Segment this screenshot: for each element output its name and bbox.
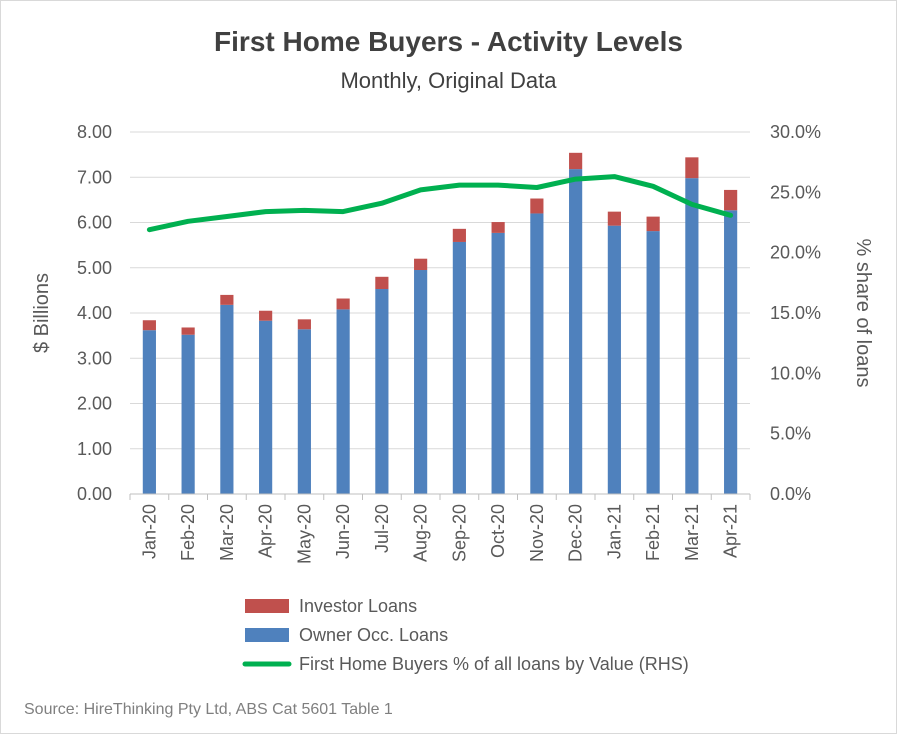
- fhb-share-line: [146, 174, 734, 233]
- x-tick-label: Jan-20: [139, 504, 159, 559]
- x-tick-label: Apr-20: [256, 504, 276, 558]
- y2-tick-label: 30.0%: [770, 122, 821, 142]
- bar-owner-occ-loans: [646, 231, 660, 494]
- bar-owner-occ-loans: [336, 309, 350, 494]
- legend: Investor Loans Owner Occ. Loans First Home…: [242, 596, 689, 674]
- bar-owner-occ-loans: [220, 304, 234, 494]
- bar-owner-occ-loans: [685, 178, 699, 494]
- x-tick-label: Oct-20: [488, 504, 508, 558]
- y-tick-label: 8.00: [77, 122, 112, 142]
- y2-tick-label: 10.0%: [770, 363, 821, 383]
- y2-tick-label: 20.0%: [770, 243, 821, 263]
- bar-owner-occ-loans: [297, 329, 311, 494]
- bar-investor-loans: [375, 276, 389, 290]
- x-tick-label: Feb-20: [178, 504, 198, 561]
- y2-tick-label: 5.0%: [770, 424, 811, 444]
- y-tick-label: 4.00: [77, 303, 112, 323]
- legend-label-first-home-buyers-of-all-loans-by-value-rhs: First Home Buyers % of all loans by Valu…: [299, 654, 689, 674]
- bar-investor-loans: [569, 152, 583, 170]
- chart-title: First Home Buyers - Activity Levels: [214, 26, 683, 57]
- legend-swatch-investor-loans: [245, 599, 289, 613]
- bar-investor-loans: [414, 258, 428, 271]
- bar-owner-occ-loans: [375, 289, 389, 494]
- y-tick-label: 7.00: [77, 167, 112, 187]
- bar-investor-loans: [491, 222, 505, 233]
- bar-owner-occ-loans: [452, 241, 466, 494]
- y2-tick-label: 15.0%: [770, 303, 821, 323]
- x-tick-label: May-20: [294, 504, 314, 564]
- bar-investor-loans: [181, 327, 195, 335]
- legend-swatch-owner-occ-loans: [245, 628, 289, 642]
- y-tick-label: 5.00: [77, 258, 112, 278]
- bar-investor-loans: [530, 198, 544, 214]
- bar-investor-loans: [142, 320, 156, 331]
- legend-label-owner-occ-loans: Owner Occ. Loans: [299, 625, 448, 645]
- y2-axis-title: % share of loans: [852, 239, 874, 388]
- bar-investor-loans: [607, 211, 621, 226]
- bar-owner-occ-loans: [724, 210, 738, 494]
- legend-label-investor-loans: Investor Loans: [299, 596, 417, 616]
- bar-investor-loans: [220, 294, 234, 305]
- bar-owner-occ-loans: [607, 225, 621, 495]
- x-tick-label: Aug-20: [411, 504, 431, 562]
- y-tick-label: 3.00: [77, 348, 112, 368]
- y-tick-label: 2.00: [77, 394, 112, 414]
- bar-owner-occ-loans: [530, 213, 544, 494]
- y2-tick-label: 0.0%: [770, 484, 811, 504]
- bar-investor-loans: [259, 310, 273, 321]
- x-tick-label: Mar-20: [217, 504, 237, 561]
- bar-owner-occ-loans: [491, 232, 505, 494]
- x-tick-label: Jun-20: [333, 504, 353, 559]
- x-tick-label: Nov-20: [527, 504, 547, 562]
- x-tick-label: Feb-21: [643, 504, 663, 561]
- y-tick-label: 1.00: [77, 439, 112, 459]
- bar-owner-occ-loans: [259, 320, 273, 494]
- y-tick-label: 6.00: [77, 213, 112, 233]
- bar-investor-loans: [724, 189, 738, 211]
- bar-owner-occ-loans: [181, 334, 195, 494]
- x-tick-label: Jan-21: [604, 504, 624, 559]
- axes: 0.00 1.00 2.00 3.00 4.00 5.00 6.00 7.00 8.00 0.0%…: [31, 122, 874, 564]
- x-tick-label: Sep-20: [449, 504, 469, 562]
- y2-tick-label: 25.0%: [770, 182, 821, 202]
- bar-investor-loans: [452, 228, 466, 242]
- bar-investor-loans: [646, 216, 660, 232]
- bar-owner-occ-loans: [142, 330, 156, 494]
- x-tick-label: Mar-21: [682, 504, 702, 561]
- y-axis-title: $ Billions: [31, 273, 53, 353]
- x-tick-label: Apr-21: [721, 504, 741, 558]
- bar-owner-occ-loans: [569, 169, 583, 495]
- bar-investor-loans: [297, 319, 311, 330]
- x-tick-label: Dec-20: [566, 504, 586, 562]
- x-tick-label: Jul-20: [372, 504, 392, 553]
- bar-investor-loans: [336, 298, 350, 310]
- y-tick-label: 0.00: [77, 484, 112, 504]
- bar-investor-loans: [685, 157, 699, 179]
- chart-subtitle: Monthly, Original Data: [340, 68, 557, 93]
- bar-series: [142, 152, 738, 495]
- source-note: Source: HireThinking Pty Ltd, ABS Cat 56…: [24, 701, 393, 718]
- line-series: [146, 174, 734, 233]
- bar-owner-occ-loans: [414, 270, 428, 494]
